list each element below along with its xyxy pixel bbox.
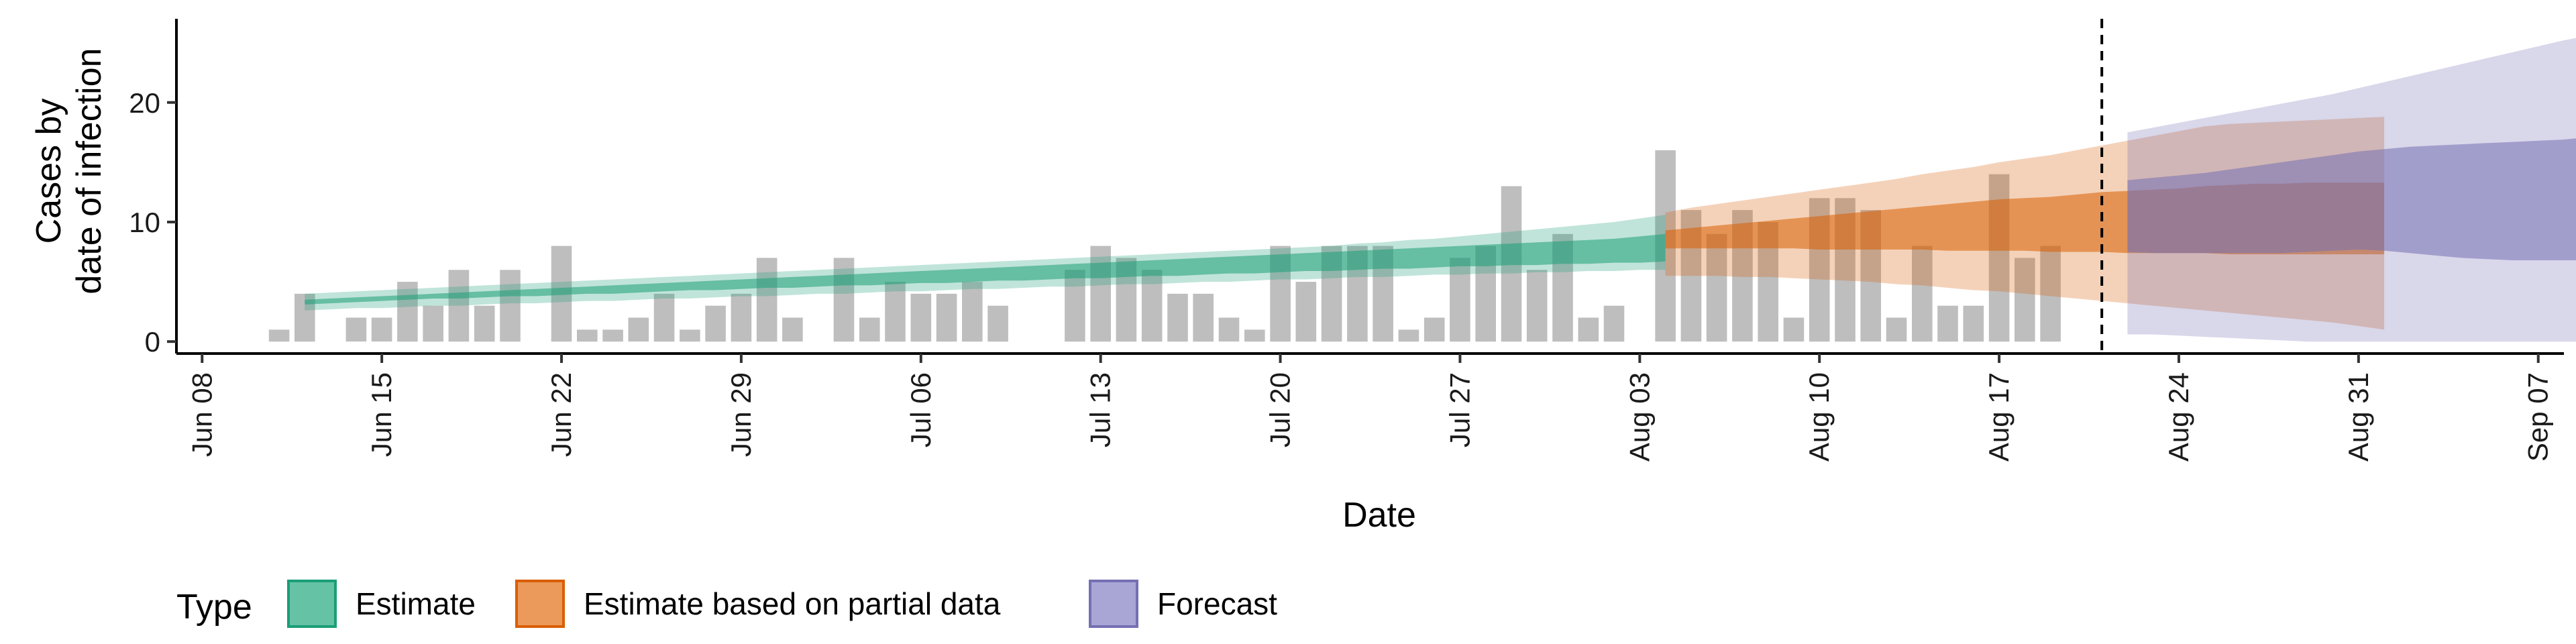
x-tick-label: Jul 27: [1444, 372, 1475, 447]
y-tick-label: 10: [129, 207, 160, 238]
case-bar: [731, 293, 752, 342]
case-bar: [756, 258, 777, 342]
x-tick-label: Aug 10: [1803, 372, 1835, 462]
case-bar: [885, 282, 906, 342]
case-bar: [1141, 270, 1163, 342]
legend-key: [1089, 580, 1138, 628]
case-bar: [1578, 317, 1599, 342]
x-tick-label: Jul 06: [905, 372, 936, 447]
case-bar: [1912, 246, 1933, 342]
x-tick-label: Jul 13: [1085, 372, 1116, 447]
case-bar: [474, 305, 495, 342]
x-tick-label: Jun 22: [545, 372, 577, 457]
case-bar: [500, 270, 521, 342]
case-bar: [782, 317, 803, 342]
legend-label: Estimate: [356, 586, 476, 621]
y-tick-label: 20: [129, 87, 160, 119]
case-bar: [1193, 293, 1214, 342]
case-bar: [1065, 270, 1085, 342]
y-axis-title-line-1: Cases by: [30, 99, 68, 244]
case-bar: [1167, 293, 1188, 342]
x-tick-label: Jul 20: [1265, 372, 1296, 447]
case-bar: [833, 258, 855, 342]
case-bar: [987, 305, 1008, 342]
case-bar: [397, 282, 418, 342]
case-bar: [1090, 246, 1111, 342]
case-bar: [1295, 282, 1317, 342]
case-bar: [705, 305, 726, 342]
legend-key: [515, 580, 565, 628]
case-bar: [653, 293, 675, 342]
ribbon-inner-0: [305, 233, 1666, 305]
x-tick-label: Aug 31: [2343, 372, 2374, 462]
legend-label: Estimate based on partial data: [584, 586, 1001, 621]
ribbon-inner-2: [2127, 138, 2576, 260]
case-bar: [423, 305, 443, 342]
case-bar: [1526, 270, 1548, 342]
x-tick-label: Aug 17: [1983, 372, 2015, 462]
case-bar: [1706, 233, 1727, 342]
legend-key: [287, 580, 337, 628]
case-bar: [628, 317, 649, 342]
case-bar: [1603, 305, 1625, 342]
x-tick-label: Jun 15: [366, 372, 397, 457]
case-bar: [448, 270, 470, 342]
case-bar: [1963, 305, 1984, 342]
plot-area: [268, 19, 2576, 354]
x-tick-label: Sep 07: [2522, 372, 2554, 462]
x-axis-title: Date: [1342, 496, 1416, 535]
case-bar: [2040, 246, 2061, 342]
case-bar: [859, 317, 880, 342]
axes: 0 10 20 Jun 08 Jun 15 Jun 22 Jun 29 Jul 06 Jul 1…: [129, 19, 2564, 462]
x-tick-label: Jun 08: [186, 372, 217, 457]
y-axis-title: Cases by date of infection: [30, 48, 109, 294]
case-bar: [345, 317, 367, 342]
case-bar: [1244, 329, 1265, 342]
case-bar: [1218, 317, 1240, 342]
x-tick-label: Aug 24: [2163, 372, 2194, 462]
x-tick-label: Aug 03: [1623, 372, 1655, 462]
legend-title: Type: [176, 588, 252, 627]
case-bar: [910, 293, 932, 342]
legend-label: Forecast: [1157, 586, 1277, 621]
case-bar: [1398, 329, 1419, 342]
case-bar: [1424, 317, 1445, 342]
case-bar: [2015, 258, 2035, 342]
case-bar: [602, 329, 623, 342]
y-tick-label: 0: [145, 326, 160, 358]
y-axis-title-line-2: date of infection: [70, 48, 109, 294]
case-bar: [268, 329, 290, 342]
case-bar: [1783, 317, 1805, 342]
case-bar: [962, 282, 983, 342]
case-bar: [371, 317, 392, 342]
case-bar: [577, 329, 598, 342]
case-bar: [680, 329, 700, 342]
case-bar: [1937, 305, 1958, 342]
case-bar: [1886, 317, 1907, 342]
legend: Type Estimate Estimate based on partial d…: [176, 580, 1277, 628]
x-tick-label: Jun 29: [725, 372, 757, 457]
case-bar: [936, 293, 957, 342]
case-bar: [1450, 258, 1470, 342]
